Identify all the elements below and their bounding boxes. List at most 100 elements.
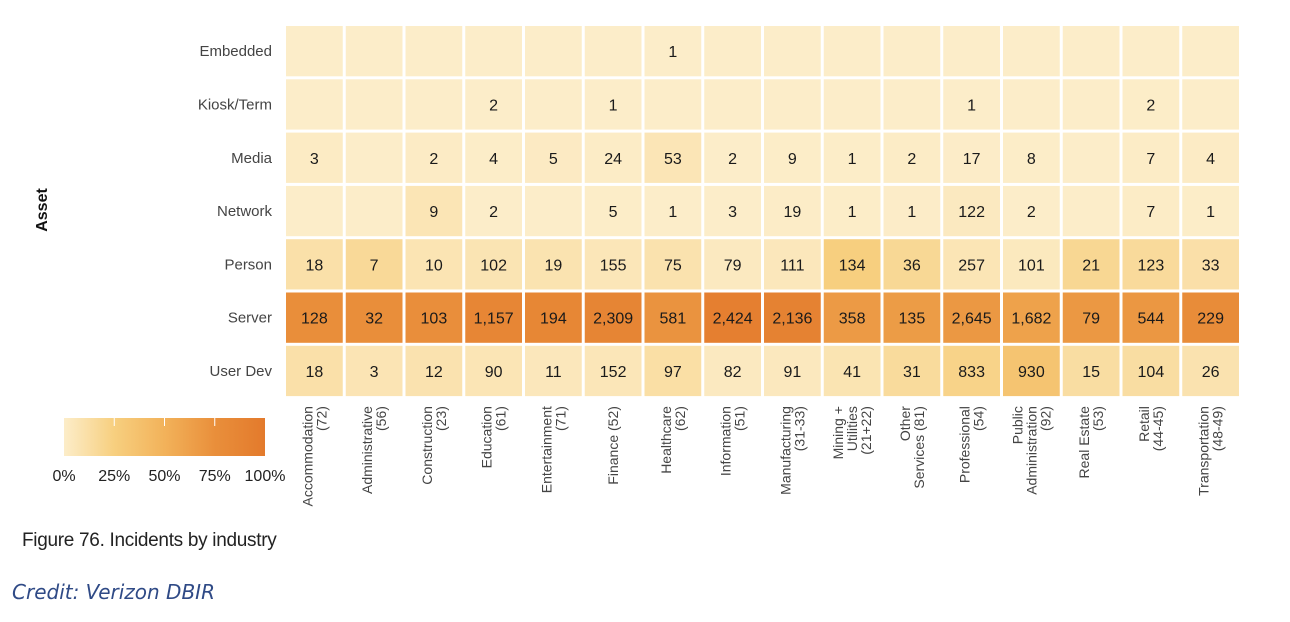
heatmap-cell <box>644 239 702 290</box>
heatmap-cell <box>405 79 463 130</box>
cell-value: 11 <box>545 364 562 381</box>
heatmap-cell <box>764 345 821 397</box>
cell-value: 15 <box>1082 364 1100 381</box>
heatmap-cell <box>704 239 761 290</box>
heatmap-cell <box>1182 292 1239 343</box>
column-label: Real Estate <box>1076 406 1092 479</box>
column-label: (54) <box>971 406 987 431</box>
cell-value: 104 <box>1138 364 1165 381</box>
cell-value: 1 <box>967 97 976 114</box>
heatmap-cell <box>943 132 1000 183</box>
heatmap-cell <box>405 132 463 183</box>
column-label: Accommodation <box>299 406 315 506</box>
legend-tick-label: 50% <box>148 468 180 485</box>
cell-value: 1,682 <box>1011 311 1051 328</box>
cell-value: 90 <box>485 364 503 381</box>
cell-value: 5 <box>549 151 558 168</box>
cell-value: 26 <box>1202 364 1220 381</box>
cell-value: 123 <box>1138 257 1165 274</box>
heatmap-cell <box>1003 79 1060 130</box>
column-label: (48-49) <box>1210 406 1226 451</box>
heatmap-cell <box>823 345 881 397</box>
cell-value: 8 <box>1027 151 1036 168</box>
heatmap-cell <box>286 132 343 183</box>
credit-text: Credit: Verizon DBIR <box>12 580 215 604</box>
heatmap-cell <box>286 79 343 130</box>
cell-value: 2 <box>907 151 916 168</box>
heatmap-cell <box>1062 26 1120 77</box>
heatmap-cell <box>1182 132 1239 183</box>
heatmap-cell <box>883 185 941 237</box>
cell-value: 2 <box>1027 204 1036 221</box>
heatmap-cell <box>704 26 761 77</box>
heatmap-cell <box>465 79 522 130</box>
heatmap-cell <box>584 239 642 290</box>
cell-value: 7 <box>370 257 379 274</box>
cell-value: 3 <box>310 151 319 168</box>
heatmap-cell <box>345 132 403 183</box>
heatmap-cell <box>525 239 582 290</box>
heatmap-cell <box>345 185 403 237</box>
cell-value: 9 <box>429 204 438 221</box>
heatmap-cells: 12 1 1 23 2 4 5 24 53 2 9 1 2 17 8 7 49 2 5 1 3 19 1 1 122 2 7 118 7… <box>286 26 1239 397</box>
heatmap-cell <box>943 345 1000 397</box>
cell-value: 152 <box>600 364 627 381</box>
column-label: Utilities <box>844 406 860 451</box>
heatmap-cell <box>943 292 1000 343</box>
heatmap-cell <box>883 26 941 77</box>
column-label: (61) <box>493 406 509 431</box>
cell-value: 9 <box>788 151 797 168</box>
column-label: (23) <box>433 406 449 431</box>
color-legend: 0% 25% 50% 75% 100% <box>52 418 285 485</box>
y-axis-title: Asset <box>34 188 51 232</box>
cell-value: 1 <box>1206 204 1215 221</box>
cell-value: 75 <box>664 257 682 274</box>
column-label: (71) <box>552 406 568 431</box>
heatmap-cell <box>465 26 522 77</box>
cell-value: 581 <box>660 311 687 328</box>
heatmap-cell <box>704 132 761 183</box>
cell-value: 41 <box>843 364 861 381</box>
cell-value: 7 <box>1146 204 1155 221</box>
heatmap-cell <box>345 345 403 397</box>
heatmap-cell <box>644 292 702 343</box>
legend-tick-label: 100% <box>245 468 286 485</box>
cell-value: 128 <box>301 311 328 328</box>
cell-value: 1 <box>609 97 618 114</box>
heatmap-cell <box>525 185 582 237</box>
cell-value: 17 <box>963 151 981 168</box>
heatmap-cell <box>1003 345 1060 397</box>
heatmap-cell <box>584 132 642 183</box>
row-label: Embedded <box>199 43 272 60</box>
cell-value: 1 <box>668 44 677 61</box>
heatmap-cell <box>345 292 403 343</box>
column-label: Education <box>479 406 495 468</box>
heatmap-cell <box>883 132 941 183</box>
cell-value: 10 <box>425 257 443 274</box>
column-label: (72) <box>313 406 329 431</box>
heatmap-cell <box>405 239 463 290</box>
cell-value: 194 <box>540 311 567 328</box>
cell-value: 2,309 <box>593 311 633 328</box>
column-label: Entertainment <box>538 406 554 493</box>
heatmap-cell <box>1122 185 1180 237</box>
heatmap-cell <box>704 79 761 130</box>
column-label: Public <box>1009 406 1025 444</box>
row-label: Person <box>224 256 272 273</box>
heatmap-cell <box>286 185 343 237</box>
heatmap-cell <box>1182 239 1239 290</box>
heatmap-cell <box>943 185 1000 237</box>
heatmap-cell <box>405 185 463 237</box>
heatmap-cell <box>584 185 642 237</box>
heatmap-cell <box>1003 26 1060 77</box>
heatmap-cell <box>1062 132 1120 183</box>
heatmap-cell <box>584 292 642 343</box>
cell-value: 82 <box>724 364 742 381</box>
cell-value: 544 <box>1138 311 1165 328</box>
row-label: Network <box>217 203 273 220</box>
heatmap-cell <box>764 79 821 130</box>
column-label: (31-33) <box>791 406 807 451</box>
heatmap-cell <box>1182 26 1239 77</box>
cell-value: 257 <box>958 257 985 274</box>
column-label: Mining + <box>830 406 846 459</box>
